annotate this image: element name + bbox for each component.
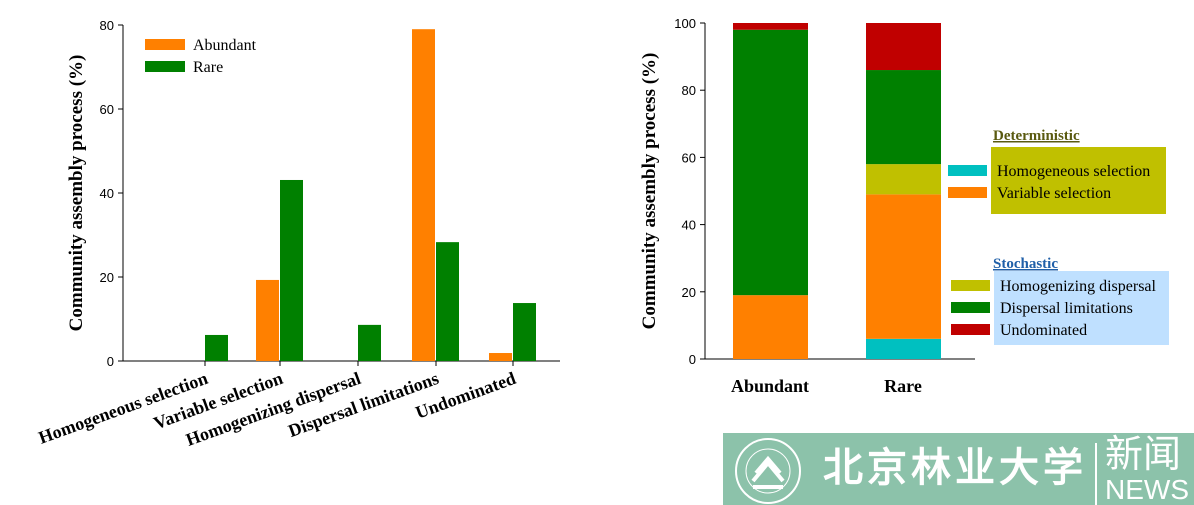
legend-label: Rare — [193, 59, 223, 76]
stack-segment-homogeneous-selection — [866, 338, 941, 359]
y-tick-label: 80 — [100, 18, 114, 33]
bar-rare — [358, 324, 381, 361]
y-tick-label: 60 — [100, 102, 114, 117]
stack-segment-undominated — [733, 23, 808, 30]
bar-rare — [436, 242, 459, 361]
x-tick-label: Rare — [884, 376, 922, 396]
y-tick-label: 80 — [682, 83, 696, 98]
stack-segment-undominated — [866, 23, 941, 71]
legend-label: Homogeneous selection — [997, 163, 1150, 180]
university-logo-banner: 北京林业大学 新闻 NEWS — [723, 433, 1194, 505]
stack-segment-dispersal-limitations — [733, 29, 808, 296]
news-label: 新闻 — [1105, 433, 1182, 476]
y-tick-label: 40 — [682, 218, 696, 233]
y-tick-label: 0 — [107, 354, 114, 369]
divider — [1095, 443, 1097, 505]
y-axis-label: Community assembly process (%) — [66, 55, 87, 332]
legend-label: Undominated — [1000, 322, 1087, 339]
legend-label: Homogenizing dispersal — [1000, 278, 1157, 295]
legend-swatch — [145, 61, 185, 72]
university-name: 北京林业大学 — [823, 444, 1087, 491]
bar-rare — [205, 334, 228, 361]
legend-swatch — [951, 324, 990, 335]
legend-swatch — [145, 39, 185, 50]
bar-abundant — [256, 279, 279, 361]
y-axis-label: Community assembly process (%) — [639, 53, 660, 330]
bar-abundant — [489, 353, 512, 361]
bar-abundant — [412, 29, 435, 361]
legend-label: Dispersal limitations — [1000, 300, 1133, 317]
legend-label: Abundant — [193, 37, 257, 54]
legend-group-title: Deterministic — [993, 128, 1080, 144]
y-tick-label: 20 — [100, 270, 114, 285]
legend-label: Variable selection — [997, 185, 1111, 202]
legend-group-box — [991, 147, 1166, 214]
legend-group-box — [994, 271, 1169, 345]
legend-swatch — [948, 165, 987, 176]
university-seal-icon — [735, 438, 801, 504]
news-label-en: NEWS — [1105, 474, 1189, 505]
y-tick-label: 40 — [100, 186, 114, 201]
x-tick-label: Abundant — [731, 376, 809, 396]
legend-group-title: Stochastic — [993, 256, 1058, 272]
legend-swatch — [948, 187, 987, 198]
y-tick-label: 100 — [674, 16, 696, 31]
y-tick-label: 20 — [682, 285, 696, 300]
stack-segment-homogenizing-dispersal — [866, 164, 941, 195]
y-tick-label: 60 — [682, 150, 696, 165]
bar-rare — [513, 303, 536, 361]
stack-segment-variable-selection — [733, 295, 808, 359]
stack-segment-variable-selection — [866, 194, 941, 339]
legend-swatch — [951, 280, 990, 291]
bar-rare — [280, 179, 303, 361]
stack-segment-dispersal-limitations — [866, 70, 941, 165]
legend-swatch — [951, 302, 990, 313]
y-tick-label: 0 — [689, 352, 696, 367]
